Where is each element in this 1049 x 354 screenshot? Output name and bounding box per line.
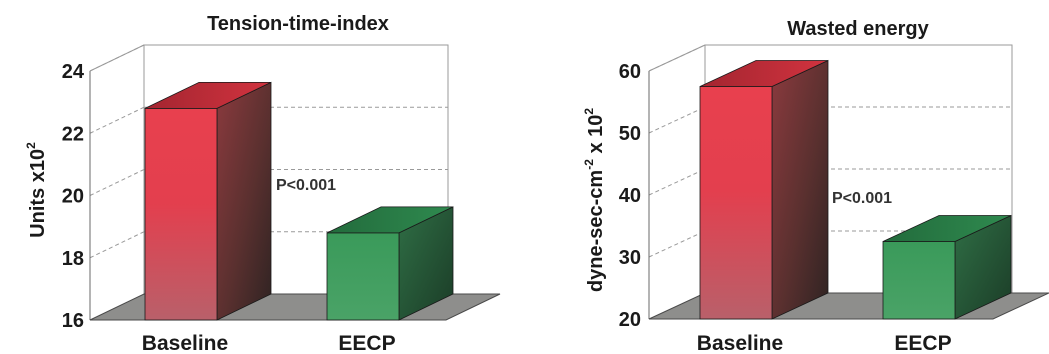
bar-baseline	[699, 59, 829, 320]
bar-side	[771, 59, 829, 320]
bar-top	[882, 215, 1012, 242]
p-value-annotation: P<0.001	[276, 177, 336, 194]
bar-front	[699, 86, 773, 320]
gridline-diagonal	[648, 106, 706, 134]
y-tick-label: 24	[62, 61, 85, 83]
gridline-diagonal	[89, 106, 145, 134]
bars	[144, 81, 454, 321]
y-tick-label: 22	[62, 123, 84, 145]
chart-title: Tension-time-index	[207, 13, 389, 35]
axis-depth-line	[648, 44, 706, 72]
category-label: EECP	[894, 332, 951, 354]
gridline-diagonal	[89, 169, 145, 196]
y-axis-label-text: Units x10	[27, 149, 49, 238]
bar-eecp	[882, 214, 1012, 320]
bar-front	[882, 241, 956, 320]
axis-depth-line	[89, 44, 145, 72]
bar-front	[144, 107, 218, 321]
y-tick-label: 20	[62, 186, 84, 208]
bar-front	[326, 232, 400, 321]
gridline-diagonal	[89, 231, 145, 259]
y-tick-label: 20	[619, 309, 641, 331]
category-label: EECP	[338, 332, 395, 354]
chart-title: Wasted energy	[787, 18, 929, 40]
bars	[699, 59, 1012, 320]
y-axis-label-part-1: dyne-sec-cm	[585, 170, 607, 292]
bar-top	[699, 60, 829, 87]
p-value-annotation: P<0.001	[832, 190, 892, 207]
category-label: Baseline	[697, 332, 783, 354]
y-tick-label: 18	[62, 248, 84, 270]
y-tick-label: 16	[62, 310, 84, 332]
gridline-diagonal	[648, 168, 706, 196]
y-tick-label: 30	[619, 247, 641, 269]
bar-side	[216, 81, 272, 321]
category-labels: Baseline EECP	[697, 332, 952, 354]
chart-wasted-energy: Wasted energy dyne-sec-cm-2 x 102 20 30 40…	[582, 18, 1049, 354]
y-tick-labels: 16 18 20 22 24	[62, 61, 85, 332]
gridline-diagonal	[648, 230, 706, 258]
y-axis-label-superscript-1: -2	[582, 159, 596, 170]
y-tick-label: 50	[619, 123, 641, 145]
y-axis-label: Units x102	[24, 142, 49, 238]
bar-top	[144, 81, 272, 109]
category-label: Baseline	[142, 332, 228, 354]
category-labels: Baseline EECP	[142, 332, 396, 354]
y-axis-label-superscript: 2	[24, 142, 38, 149]
y-tick-labels: 20 30 40 50 60	[619, 61, 641, 331]
y-axis-label-superscript-2: 2	[582, 108, 596, 115]
chart-tension-time-index: Tension-time-index Units x102 16 18 20 22 24…	[24, 13, 501, 354]
y-axis-label: dyne-sec-cm-2 x 102	[582, 108, 607, 292]
y-tick-label: 40	[619, 185, 641, 207]
bar-baseline	[144, 81, 272, 321]
bar-top	[326, 206, 454, 234]
y-tick-label: 60	[619, 61, 641, 83]
bar-eecp	[326, 206, 454, 321]
y-axis-label-part-2: x 10	[585, 115, 607, 159]
